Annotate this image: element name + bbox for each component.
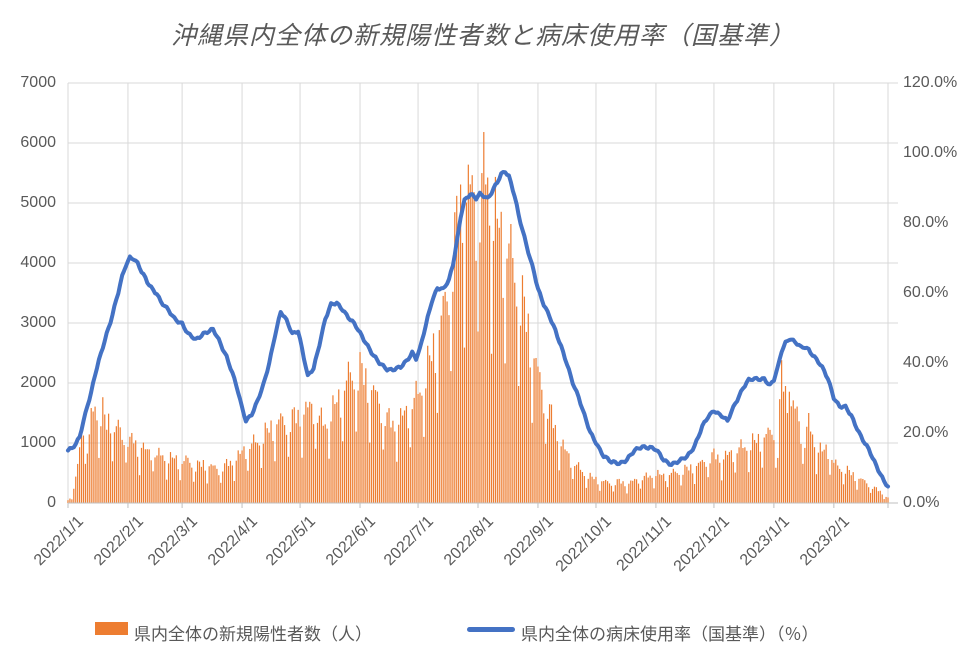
left-axis-tick-label: 6000 — [20, 134, 56, 151]
left-axis-tick-label: 5000 — [20, 194, 56, 211]
new-cases-bar-series — [67, 132, 889, 504]
right-axis-tick-label: 20.0% — [903, 424, 949, 441]
left-axis-tick-label: 3000 — [20, 314, 56, 331]
right-axis-tick-label: 40.0% — [903, 354, 949, 371]
left-axis-tick-label: 0 — [47, 494, 56, 511]
bed-usage-line-series — [66, 170, 890, 489]
legend-line-label: 県内全体の病床使用率（国基準）（％） — [521, 625, 819, 644]
left-axis-tick-label: 4000 — [20, 254, 56, 271]
legend-line-swatch — [467, 627, 515, 632]
gridlines — [67, 82, 898, 504]
chart-title: 沖縄県内全体の新規陽性者数と病床使用率（国基準） — [170, 22, 795, 50]
legend-bar-label: 県内全体の新規陽性者数（人） — [134, 625, 372, 644]
legend-bar-swatch — [95, 622, 128, 635]
right-axis-tick-label: 100.0% — [903, 144, 958, 161]
left-axis-tick-label: 7000 — [20, 74, 56, 91]
left-axis-tick-label: 1000 — [20, 434, 56, 451]
right-axis-tick-label: 60.0% — [903, 284, 949, 301]
left-axis-tick-label: 2000 — [20, 374, 56, 391]
x-axis-line — [67, 502, 898, 508]
right-axis-tick-label: 80.0% — [903, 214, 949, 231]
right-axis-tick-label: 0.0% — [903, 494, 940, 511]
right-axis-tick-label: 120.0% — [903, 74, 958, 91]
